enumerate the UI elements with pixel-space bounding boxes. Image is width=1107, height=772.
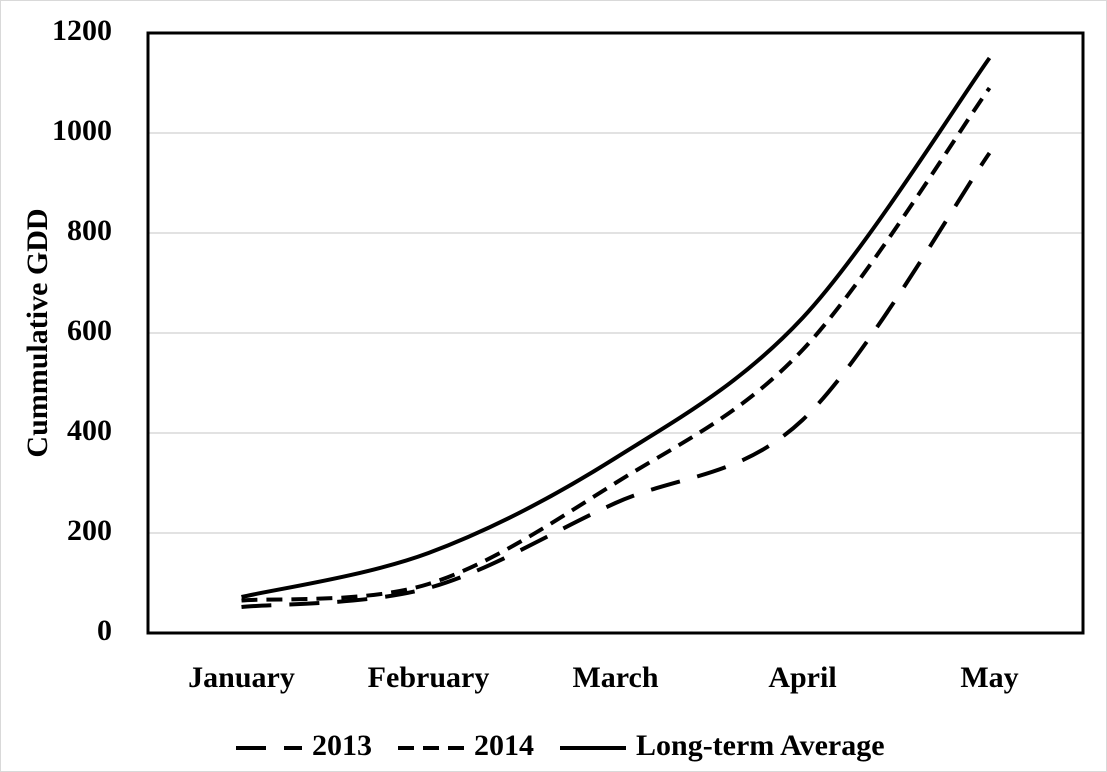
y-tick-label: 200 — [67, 514, 112, 547]
series-line — [241, 151, 992, 609]
y-tick-label: 800 — [67, 214, 112, 247]
x-tick-label: March — [572, 661, 658, 694]
x-tick-label: February — [368, 661, 490, 694]
legend-label: Long-term Average — [636, 729, 885, 762]
plot-border — [146, 31, 1085, 635]
y-tick-label: 1000 — [52, 114, 112, 147]
y-tick-label: 0 — [97, 614, 112, 647]
x-tick-label: May — [960, 661, 1018, 694]
y-tick-label: 600 — [67, 314, 112, 347]
series-line — [241, 56, 992, 599]
legend-label: 2013 — [312, 729, 372, 762]
y-tick-label: 1200 — [52, 14, 112, 47]
y-tick-label: 400 — [67, 414, 112, 447]
legend-label: 2014 — [474, 729, 534, 762]
y-axis-title: Cummulative GDD — [21, 208, 54, 457]
x-tick-label: April — [768, 661, 836, 694]
x-tick-label: January — [188, 661, 295, 694]
